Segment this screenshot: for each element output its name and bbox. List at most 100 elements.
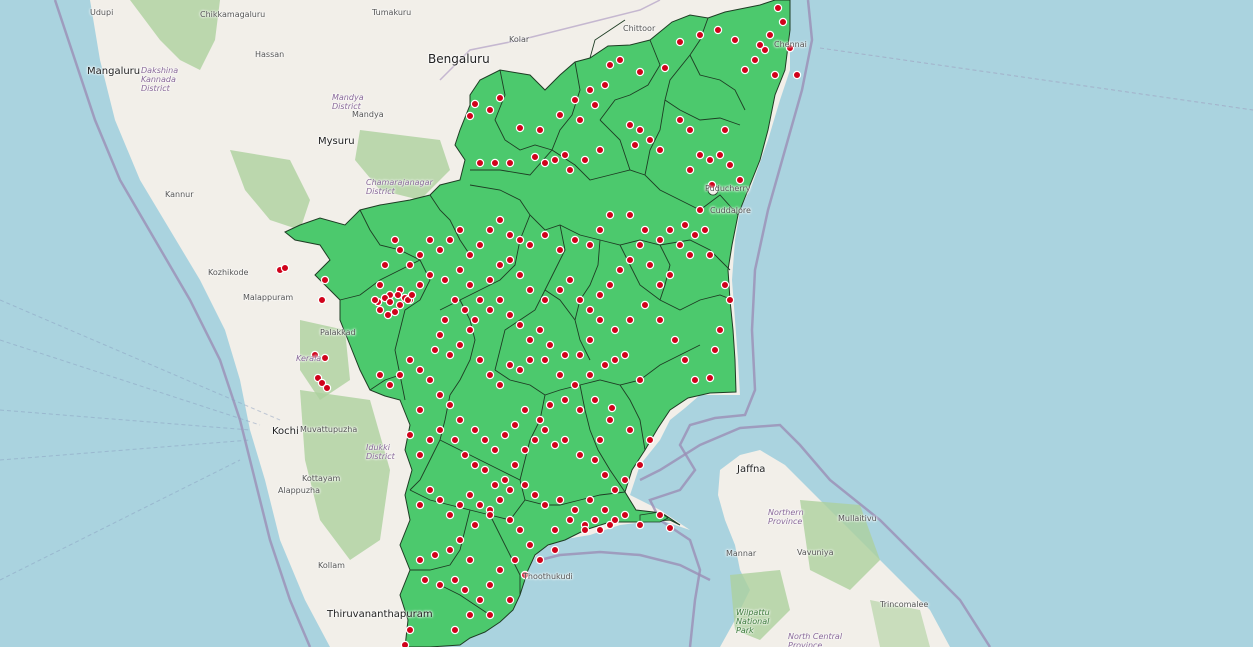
location-marker[interactable] bbox=[635, 520, 645, 530]
location-marker[interactable] bbox=[695, 150, 705, 160]
location-marker[interactable] bbox=[317, 295, 327, 305]
location-marker[interactable] bbox=[490, 158, 500, 168]
location-marker[interactable] bbox=[505, 255, 515, 265]
location-marker[interactable] bbox=[685, 250, 695, 260]
location-marker[interactable] bbox=[640, 225, 650, 235]
location-marker[interactable] bbox=[595, 290, 605, 300]
location-marker[interactable] bbox=[595, 525, 605, 535]
location-marker[interactable] bbox=[485, 275, 495, 285]
location-marker[interactable] bbox=[595, 435, 605, 445]
location-marker[interactable] bbox=[620, 475, 630, 485]
location-marker[interactable] bbox=[610, 325, 620, 335]
location-marker[interactable] bbox=[485, 370, 495, 380]
location-marker[interactable] bbox=[465, 111, 475, 121]
location-marker[interactable] bbox=[645, 260, 655, 270]
location-marker[interactable] bbox=[450, 435, 460, 445]
location-marker[interactable] bbox=[425, 235, 435, 245]
location-marker[interactable] bbox=[575, 450, 585, 460]
location-marker[interactable] bbox=[505, 485, 515, 495]
location-marker[interactable] bbox=[515, 123, 525, 133]
location-marker[interactable] bbox=[750, 55, 760, 65]
location-marker[interactable] bbox=[375, 370, 385, 380]
location-marker[interactable] bbox=[595, 145, 605, 155]
location-marker[interactable] bbox=[635, 67, 645, 77]
location-marker[interactable] bbox=[685, 165, 695, 175]
location-marker[interactable] bbox=[655, 145, 665, 155]
location-marker[interactable] bbox=[455, 535, 465, 545]
location-marker[interactable] bbox=[530, 152, 540, 162]
location-marker[interactable] bbox=[450, 295, 460, 305]
location-marker[interactable] bbox=[465, 490, 475, 500]
location-marker[interactable] bbox=[635, 125, 645, 135]
location-marker[interactable] bbox=[415, 555, 425, 565]
location-marker[interactable] bbox=[525, 285, 535, 295]
location-marker[interactable] bbox=[425, 435, 435, 445]
location-marker[interactable] bbox=[655, 235, 665, 245]
location-marker[interactable] bbox=[455, 225, 465, 235]
location-marker[interactable] bbox=[785, 43, 795, 53]
location-marker[interactable] bbox=[755, 40, 765, 50]
location-marker[interactable] bbox=[495, 260, 505, 270]
location-marker[interactable] bbox=[390, 235, 400, 245]
location-marker[interactable] bbox=[445, 400, 455, 410]
location-marker[interactable] bbox=[540, 500, 550, 510]
location-marker[interactable] bbox=[580, 525, 590, 535]
location-marker[interactable] bbox=[565, 515, 575, 525]
location-marker[interactable] bbox=[455, 500, 465, 510]
location-marker[interactable] bbox=[555, 285, 565, 295]
location-marker[interactable] bbox=[505, 515, 515, 525]
location-marker[interactable] bbox=[773, 3, 783, 13]
location-marker[interactable] bbox=[600, 470, 610, 480]
location-marker[interactable] bbox=[560, 350, 570, 360]
location-marker[interactable] bbox=[585, 370, 595, 380]
location-marker[interactable] bbox=[645, 435, 655, 445]
location-marker[interactable] bbox=[550, 155, 560, 165]
location-marker[interactable] bbox=[515, 270, 525, 280]
location-marker[interactable] bbox=[405, 355, 415, 365]
location-marker[interactable] bbox=[540, 230, 550, 240]
location-marker[interactable] bbox=[565, 275, 575, 285]
location-marker[interactable] bbox=[510, 555, 520, 565]
location-marker[interactable] bbox=[515, 365, 525, 375]
location-marker[interactable] bbox=[510, 420, 520, 430]
location-marker[interactable] bbox=[510, 460, 520, 470]
location-marker[interactable] bbox=[460, 305, 470, 315]
location-marker[interactable] bbox=[625, 425, 635, 435]
location-marker[interactable] bbox=[545, 400, 555, 410]
location-marker[interactable] bbox=[530, 435, 540, 445]
location-marker[interactable] bbox=[495, 495, 505, 505]
location-marker[interactable] bbox=[685, 125, 695, 135]
location-marker[interactable] bbox=[310, 350, 320, 360]
location-marker[interactable] bbox=[700, 225, 710, 235]
location-marker[interactable] bbox=[570, 380, 580, 390]
location-marker[interactable] bbox=[435, 580, 445, 590]
location-marker[interactable] bbox=[705, 250, 715, 260]
location-marker[interactable] bbox=[705, 155, 715, 165]
location-marker[interactable] bbox=[575, 295, 585, 305]
location-marker[interactable] bbox=[680, 355, 690, 365]
location-marker[interactable] bbox=[505, 310, 515, 320]
location-marker[interactable] bbox=[550, 440, 560, 450]
location-marker[interactable] bbox=[555, 245, 565, 255]
location-marker[interactable] bbox=[445, 350, 455, 360]
location-marker[interactable] bbox=[675, 37, 685, 47]
location-marker[interactable] bbox=[735, 175, 745, 185]
location-marker[interactable] bbox=[690, 230, 700, 240]
location-marker[interactable] bbox=[545, 340, 555, 350]
location-marker[interactable] bbox=[420, 575, 430, 585]
location-marker[interactable] bbox=[535, 555, 545, 565]
location-marker[interactable] bbox=[550, 545, 560, 555]
location-marker[interactable] bbox=[480, 435, 490, 445]
location-marker[interactable] bbox=[550, 525, 560, 535]
location-marker[interactable] bbox=[415, 280, 425, 290]
location-marker[interactable] bbox=[600, 505, 610, 515]
location-marker[interactable] bbox=[370, 295, 380, 305]
location-marker[interactable] bbox=[415, 500, 425, 510]
location-marker[interactable] bbox=[630, 140, 640, 150]
location-marker[interactable] bbox=[390, 307, 400, 317]
location-marker[interactable] bbox=[445, 510, 455, 520]
location-marker[interactable] bbox=[455, 340, 465, 350]
location-marker[interactable] bbox=[713, 25, 723, 35]
location-marker[interactable] bbox=[665, 225, 675, 235]
